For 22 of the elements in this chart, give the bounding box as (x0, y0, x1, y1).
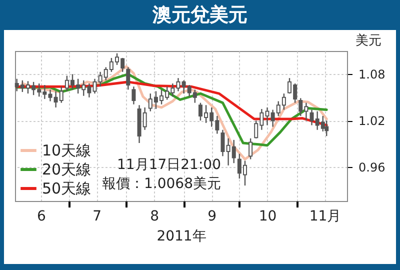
candlestick (324, 120, 329, 137)
x-tick-label: 6 (37, 208, 46, 224)
annotation: 11月17日21:00 (117, 157, 221, 173)
legend-label: 50天線 (42, 180, 92, 198)
x-tick-label: 10 (258, 208, 277, 224)
candlestick (126, 66, 130, 90)
y-tick-label: 0.96 (358, 160, 386, 174)
chart-title: 澳元兌美元 (151, 3, 248, 28)
x-tick-label: 7 (92, 208, 102, 224)
y-tick-label: 1.08 (358, 68, 386, 82)
x-tick-label: 9 (208, 208, 217, 224)
legend-label: 20天線 (42, 160, 92, 178)
x-axis-title: 2011年 (156, 228, 206, 244)
candlestick (220, 129, 225, 157)
x-tick-label: 11月 (309, 208, 342, 224)
legend-label: 10天線 (42, 142, 92, 160)
y-tick-label: 1.02 (358, 114, 386, 128)
candlestick (248, 138, 253, 160)
x-tick-label: 8 (150, 208, 160, 224)
candlestick (132, 86, 136, 105)
annotation: 報價：1.0068美元 (102, 176, 221, 192)
y-axis-title: 美元 (356, 32, 382, 48)
